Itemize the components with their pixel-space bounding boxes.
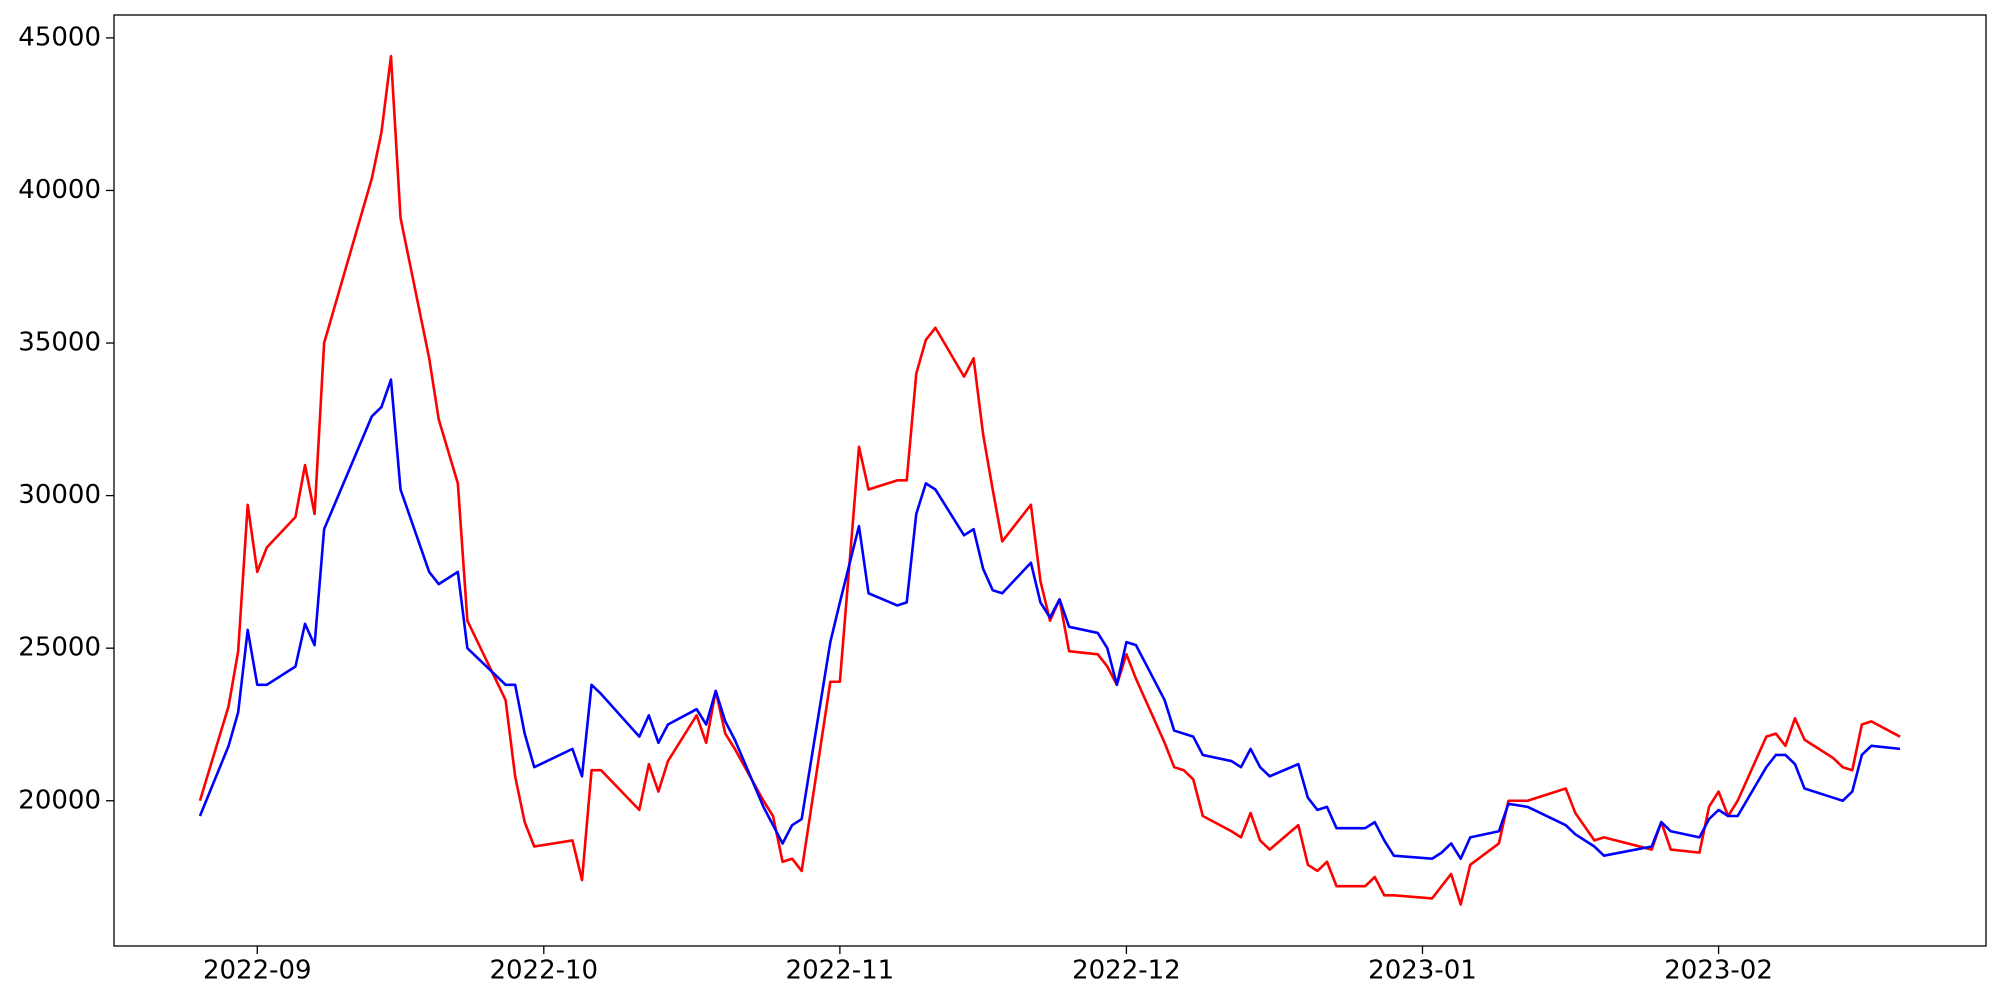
x-tick-label: 2022-09 — [203, 956, 312, 986]
x-tick-label: 2023-01 — [1368, 956, 1477, 986]
y-tick-label: 25000 — [18, 633, 101, 663]
y-tick-label: 20000 — [18, 785, 101, 815]
plot-frame — [113, 14, 1987, 947]
series-line — [198, 378, 1901, 861]
x-tick-label: 2023-02 — [1664, 956, 1773, 986]
y-tick-label: 35000 — [18, 328, 101, 358]
y-tick-label: 40000 — [18, 175, 101, 205]
y-tick-label: 30000 — [18, 480, 101, 510]
x-tick-label: 2022-11 — [786, 956, 895, 986]
x-tick-label: 2022-10 — [489, 956, 598, 986]
series-line — [198, 54, 1901, 906]
y-tick-label: 45000 — [18, 22, 101, 52]
x-tick-label: 2022-12 — [1072, 956, 1181, 986]
